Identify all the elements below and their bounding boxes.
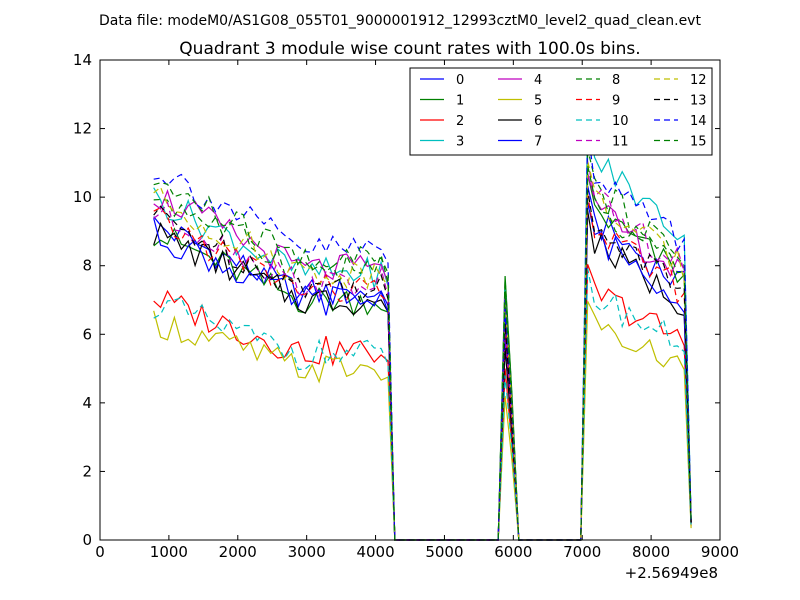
legend-label-9: 9	[612, 94, 620, 109]
x-tick-label: 6000	[494, 543, 532, 561]
legend-label-6: 6	[534, 114, 542, 129]
chart-title: Quadrant 3 module wise count rates with …	[179, 39, 640, 59]
x-tick-label: 0	[95, 543, 105, 561]
x-tick-label: 4000	[356, 543, 394, 561]
legend-label-8: 8	[612, 73, 620, 88]
x-tick-label: 5000	[425, 543, 463, 561]
y-tick-label: 4	[82, 394, 92, 412]
legend-label-11: 11	[612, 135, 629, 150]
legend-label-3: 3	[456, 135, 464, 150]
x-tick-label: 2000	[219, 543, 257, 561]
legend-label-12: 12	[690, 73, 707, 88]
legend-label-2: 2	[456, 114, 464, 129]
legend-label-1: 1	[456, 94, 464, 109]
x-tick-label: 9000	[701, 543, 739, 561]
legend-label-4: 4	[534, 73, 542, 88]
axes: 0 1000 2000 3000 4000 5000 6000 7000 8000 9000 0 2 4…	[73, 51, 739, 561]
x-tick-label: 1000	[150, 543, 188, 561]
y-tick-label: 8	[82, 257, 92, 275]
legend-label-7: 7	[534, 135, 542, 150]
legend-label-10: 10	[612, 114, 629, 129]
y-tick-label: 10	[73, 188, 92, 206]
x-tick-label: 3000	[288, 543, 326, 561]
x-tick-label: 7000	[563, 543, 601, 561]
legend-label-5: 5	[534, 94, 542, 109]
data-file-suptitle: Data file: modeM0/AS1G08_055T01_90000019…	[99, 13, 701, 29]
legend-label-13: 13	[690, 94, 707, 109]
plot-frame	[99, 59, 721, 541]
y-tick-label: 0	[82, 531, 92, 549]
legend-box	[409, 67, 713, 156]
x-tick-label: 8000	[632, 543, 670, 561]
legend-label-15: 15	[690, 135, 707, 150]
y-tick-label: 12	[73, 120, 92, 138]
x-offset-label: +2.56949e8	[625, 564, 718, 582]
y-tick-label: 2	[82, 462, 92, 480]
y-tick-label: 6	[82, 325, 92, 343]
legend-label-14: 14	[690, 114, 707, 129]
y-tick-label: 14	[73, 51, 92, 69]
legend-label-0: 0	[456, 73, 464, 88]
